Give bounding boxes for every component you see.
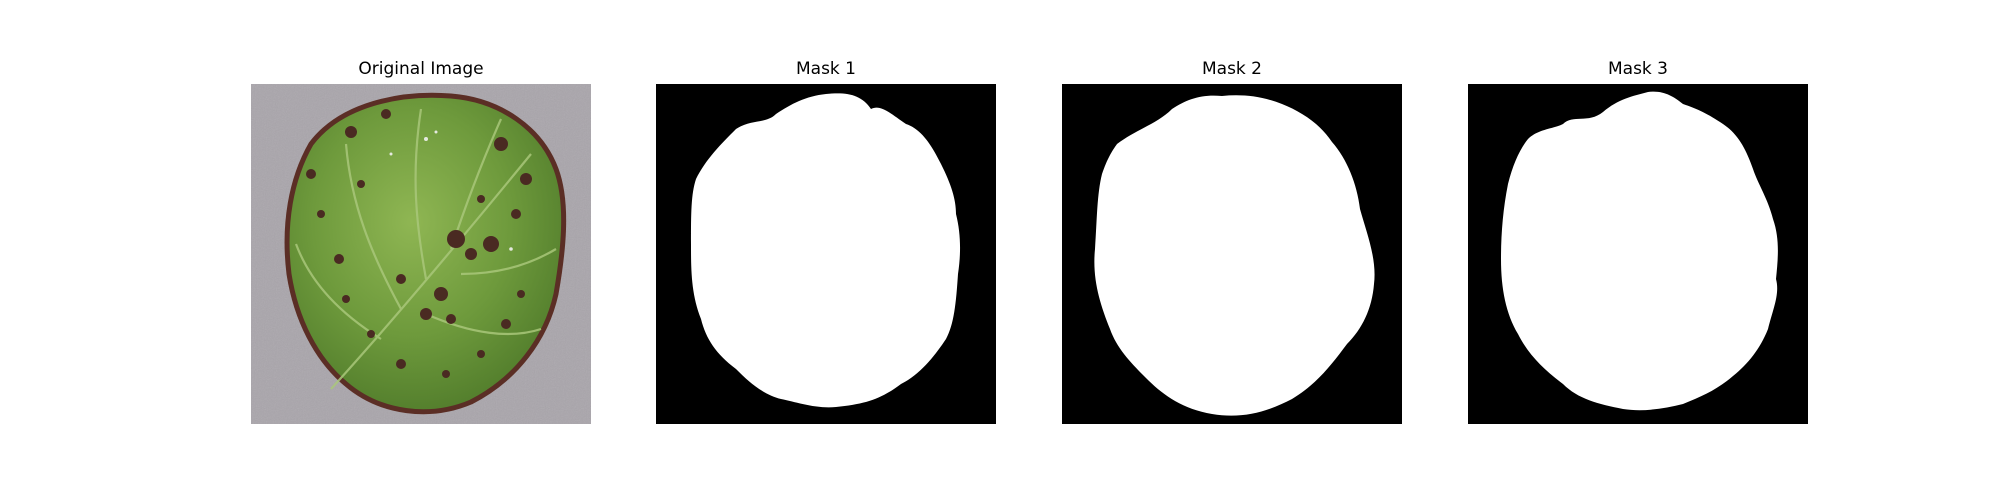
mask-2-panel: Mask 2 — [1062, 56, 1402, 424]
mask-2-svg — [1062, 84, 1402, 424]
panel-title: Original Image — [358, 59, 484, 79]
mask-3-svg — [1468, 84, 1808, 424]
mask-1-svg — [656, 84, 996, 424]
leaf-photo-svg — [251, 84, 591, 424]
mask-3-panel: Mask 3 — [1468, 56, 1808, 424]
panel-title: Mask 1 — [795, 59, 856, 79]
panel-title: Mask 3 — [1607, 59, 1668, 79]
mask-1-image — [656, 84, 996, 424]
mask-1-panel: Mask 1 — [656, 56, 996, 424]
mask-2-foreground — [1094, 95, 1375, 416]
mask-1-foreground — [691, 93, 961, 408]
panel-title: Mask 2 — [1201, 59, 1262, 79]
mask-2-image — [1062, 84, 1402, 424]
mask-3-foreground — [1501, 91, 1778, 411]
original-leaf-photo — [251, 84, 591, 424]
mask-3-image — [1468, 84, 1808, 424]
original-image-panel: Original Image — [251, 56, 591, 424]
